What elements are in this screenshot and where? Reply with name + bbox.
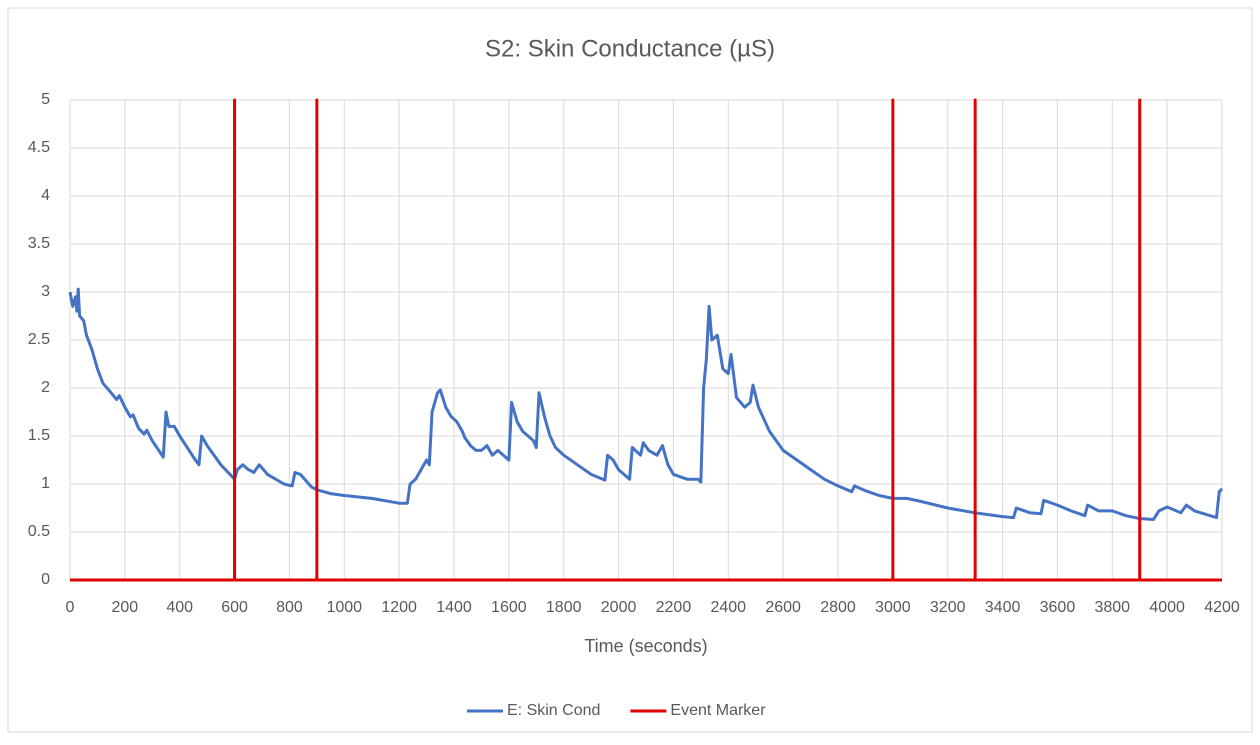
x-tick-label: 2600 xyxy=(765,599,801,616)
x-tick-label: 3600 xyxy=(1040,599,1076,616)
x-tick-label: 1400 xyxy=(436,599,472,616)
x-tick-label: 1800 xyxy=(546,599,582,616)
x-tick-label: 2400 xyxy=(710,599,746,616)
x-tick-label: 3000 xyxy=(875,599,911,616)
y-tick-label: 0.5 xyxy=(28,523,50,540)
y-tick-label: 2.5 xyxy=(28,331,50,348)
series-line xyxy=(70,98,1222,582)
x-tick-label: 0 xyxy=(66,599,75,616)
x-tick-label: 1000 xyxy=(326,599,362,616)
legend-label: E: Skin Cond xyxy=(507,702,600,719)
y-tick-label: 5 xyxy=(41,91,50,108)
x-axis-label: Time (seconds) xyxy=(584,636,707,656)
x-tick-label: 1600 xyxy=(491,599,527,616)
series-line xyxy=(68,287,1224,522)
y-tick-label: 2 xyxy=(41,379,50,396)
x-tick-label: 3200 xyxy=(930,599,966,616)
x-tick-label: 200 xyxy=(112,599,139,616)
y-tick-label: 3.5 xyxy=(28,235,50,252)
y-tick-label: 3 xyxy=(41,283,50,300)
x-tick-label: 4000 xyxy=(1149,599,1185,616)
y-tick-label: 1 xyxy=(41,475,50,492)
x-tick-label: 2800 xyxy=(820,599,856,616)
x-tick-label: 2000 xyxy=(601,599,637,616)
x-tick-label: 2200 xyxy=(656,599,692,616)
x-tick-label: 800 xyxy=(276,599,303,616)
x-tick-label: 400 xyxy=(166,599,193,616)
x-tick-label: 1200 xyxy=(381,599,417,616)
y-tick-label: 4 xyxy=(41,187,50,204)
x-tick-label: 3800 xyxy=(1094,599,1130,616)
y-tick-label: 4.5 xyxy=(28,139,50,156)
legend-label: Event Marker xyxy=(670,702,766,719)
x-tick-label: 4200 xyxy=(1204,599,1240,616)
chart-border xyxy=(7,7,1253,733)
chart-title: S2: Skin Conductance (µS) xyxy=(485,35,775,62)
x-tick-label: 3400 xyxy=(985,599,1021,616)
y-tick-label: 0 xyxy=(41,571,50,588)
y-tick-label: 1.5 xyxy=(28,427,50,444)
x-tick-label: 600 xyxy=(221,599,248,616)
